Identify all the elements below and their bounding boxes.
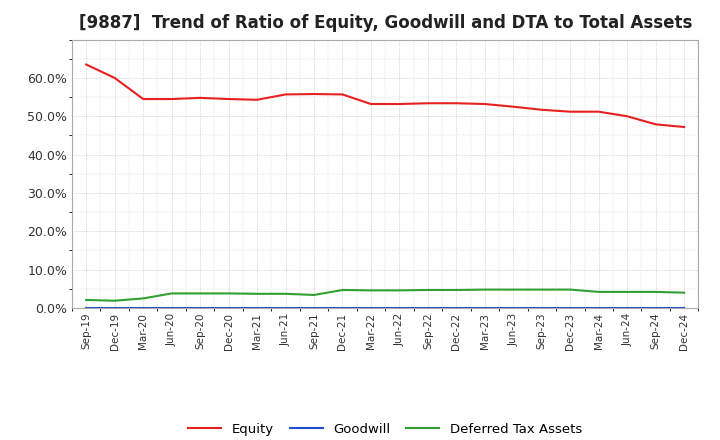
Legend: Equity, Goodwill, Deferred Tax Assets: Equity, Goodwill, Deferred Tax Assets: [183, 418, 588, 440]
Equity: [566, 109, 575, 114]
Equity: [282, 92, 290, 97]
Deferred Tax Assets: [509, 287, 518, 292]
Goodwill: [225, 305, 233, 311]
Deferred Tax Assets: [452, 287, 461, 293]
Deferred Tax Assets: [167, 291, 176, 296]
Equity: [623, 114, 631, 119]
Deferred Tax Assets: [196, 291, 204, 296]
Deferred Tax Assets: [480, 287, 489, 292]
Equity: [253, 97, 261, 103]
Line: Deferred Tax Assets: Deferred Tax Assets: [86, 290, 684, 301]
Goodwill: [167, 305, 176, 311]
Deferred Tax Assets: [537, 287, 546, 292]
Goodwill: [366, 305, 375, 311]
Deferred Tax Assets: [225, 291, 233, 296]
Deferred Tax Assets: [366, 288, 375, 293]
Deferred Tax Assets: [310, 292, 318, 297]
Equity: [480, 101, 489, 106]
Deferred Tax Assets: [652, 289, 660, 294]
Equity: [225, 96, 233, 102]
Equity: [537, 107, 546, 112]
Deferred Tax Assets: [595, 289, 603, 294]
Goodwill: [595, 305, 603, 311]
Deferred Tax Assets: [423, 287, 432, 293]
Deferred Tax Assets: [680, 290, 688, 295]
Goodwill: [452, 305, 461, 311]
Goodwill: [566, 305, 575, 311]
Deferred Tax Assets: [566, 287, 575, 292]
Goodwill: [282, 305, 290, 311]
Equity: [423, 101, 432, 106]
Goodwill: [623, 305, 631, 311]
Goodwill: [680, 305, 688, 311]
Goodwill: [110, 305, 119, 311]
Deferred Tax Assets: [82, 297, 91, 303]
Goodwill: [253, 305, 261, 311]
Deferred Tax Assets: [139, 296, 148, 301]
Deferred Tax Assets: [253, 291, 261, 297]
Goodwill: [480, 305, 489, 311]
Line: Equity: Equity: [86, 65, 684, 127]
Equity: [652, 122, 660, 127]
Equity: [167, 96, 176, 102]
Deferred Tax Assets: [282, 291, 290, 297]
Goodwill: [139, 305, 148, 311]
Equity: [310, 92, 318, 97]
Deferred Tax Assets: [623, 289, 631, 294]
Goodwill: [423, 305, 432, 311]
Deferred Tax Assets: [395, 288, 404, 293]
Goodwill: [82, 305, 91, 311]
Equity: [680, 125, 688, 130]
Deferred Tax Assets: [338, 287, 347, 293]
Equity: [366, 101, 375, 106]
Deferred Tax Assets: [110, 298, 119, 303]
Goodwill: [310, 305, 318, 311]
Goodwill: [338, 305, 347, 311]
Goodwill: [652, 305, 660, 311]
Equity: [395, 101, 404, 106]
Goodwill: [196, 305, 204, 311]
Equity: [139, 96, 148, 102]
Equity: [509, 104, 518, 109]
Goodwill: [537, 305, 546, 311]
Equity: [452, 101, 461, 106]
Equity: [82, 62, 91, 67]
Equity: [338, 92, 347, 97]
Goodwill: [509, 305, 518, 311]
Equity: [196, 95, 204, 100]
Title: [9887]  Trend of Ratio of Equity, Goodwill and DTA to Total Assets: [9887] Trend of Ratio of Equity, Goodwil…: [78, 15, 692, 33]
Equity: [110, 75, 119, 81]
Equity: [595, 109, 603, 114]
Goodwill: [395, 305, 404, 311]
